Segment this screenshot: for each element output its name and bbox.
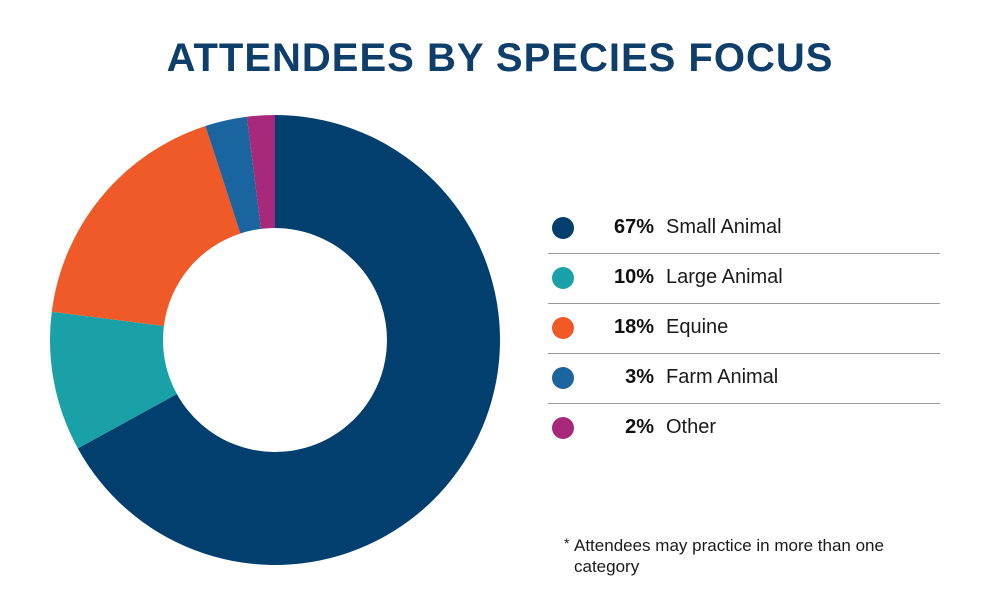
legend-swatch-other xyxy=(552,417,574,439)
legend-item-other: 2% Other xyxy=(548,404,940,453)
donut-slice-small-animal xyxy=(77,115,501,566)
chart-title: ATTENDEES BY SPECIES FOCUS xyxy=(166,36,834,80)
legend-swatch-equine xyxy=(552,317,574,339)
legend-item-equine: 18% Equine xyxy=(548,304,940,354)
legend-label: Equine xyxy=(666,316,729,338)
donut-slice-farm-animal xyxy=(205,116,261,234)
legend-percent: 3% xyxy=(625,366,654,388)
footnote-text: Attendees may practice in more than one … xyxy=(574,536,884,576)
legend-swatch-small-animal xyxy=(552,217,574,239)
donut-slices xyxy=(50,115,501,566)
legend-label: Large Animal xyxy=(666,266,783,288)
legend-swatch-farm-animal xyxy=(552,367,574,389)
donut-slice-large-animal xyxy=(50,311,177,449)
legend-swatch-large-animal xyxy=(552,267,574,289)
legend-item-farm-animal: 3% Farm Animal xyxy=(548,354,940,404)
legend-label: Other xyxy=(666,416,717,438)
donut-slice-other xyxy=(246,115,275,229)
legend-percent: 67% xyxy=(613,216,654,238)
legend-item-large-animal: 10% Large Animal xyxy=(548,254,940,304)
legend-label: Small Animal xyxy=(666,216,782,238)
donut-slice-equine xyxy=(51,126,241,326)
legend-label: Farm Animal xyxy=(666,366,779,388)
legend-percent: 10% xyxy=(613,266,654,288)
footnote-marker: * xyxy=(564,535,570,551)
footnote: * Attendees may practice in more than on… xyxy=(564,535,924,577)
chart-legend: 67% Small Animal 10% Large Animal 18% Equine 3… xyxy=(548,204,940,453)
legend-percent: 18% xyxy=(613,316,654,338)
legend-percent: 2% xyxy=(625,416,654,438)
legend-item-small-animal: 67% Small Animal xyxy=(548,204,940,254)
